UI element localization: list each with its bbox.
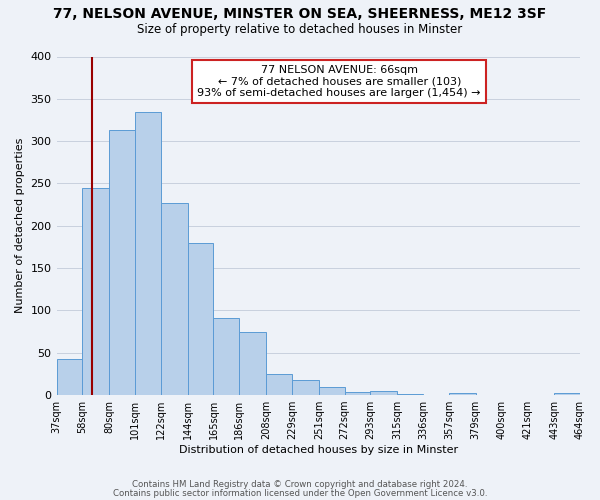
Text: Size of property relative to detached houses in Minster: Size of property relative to detached ho… (137, 22, 463, 36)
Y-axis label: Number of detached properties: Number of detached properties (15, 138, 25, 314)
X-axis label: Distribution of detached houses by size in Minster: Distribution of detached houses by size … (179, 445, 458, 455)
Bar (266, 374, 292, 395)
Bar (82, 188, 109, 395)
Text: 77 NELSON AVENUE: 66sqm
← 7% of detached houses are smaller (103)
93% of semi-de: 77 NELSON AVENUE: 66sqm ← 7% of detached… (197, 65, 481, 98)
Bar (161, 203, 188, 395)
Bar (214, 318, 239, 395)
Bar (135, 112, 161, 395)
Bar (449, 394, 476, 395)
Bar (109, 130, 135, 395)
Bar (319, 386, 344, 395)
Text: Contains HM Land Registry data © Crown copyright and database right 2024.: Contains HM Land Registry data © Crown c… (132, 480, 468, 489)
Bar (56, 358, 82, 395)
Bar (397, 394, 423, 395)
Bar (344, 392, 370, 395)
Text: Contains public sector information licensed under the Open Government Licence v3: Contains public sector information licen… (113, 488, 487, 498)
Bar (292, 380, 319, 395)
Bar (554, 394, 580, 395)
Bar (188, 242, 214, 395)
Bar (239, 332, 266, 395)
Bar (370, 391, 397, 395)
Text: 77, NELSON AVENUE, MINSTER ON SEA, SHEERNESS, ME12 3SF: 77, NELSON AVENUE, MINSTER ON SEA, SHEER… (53, 8, 547, 22)
